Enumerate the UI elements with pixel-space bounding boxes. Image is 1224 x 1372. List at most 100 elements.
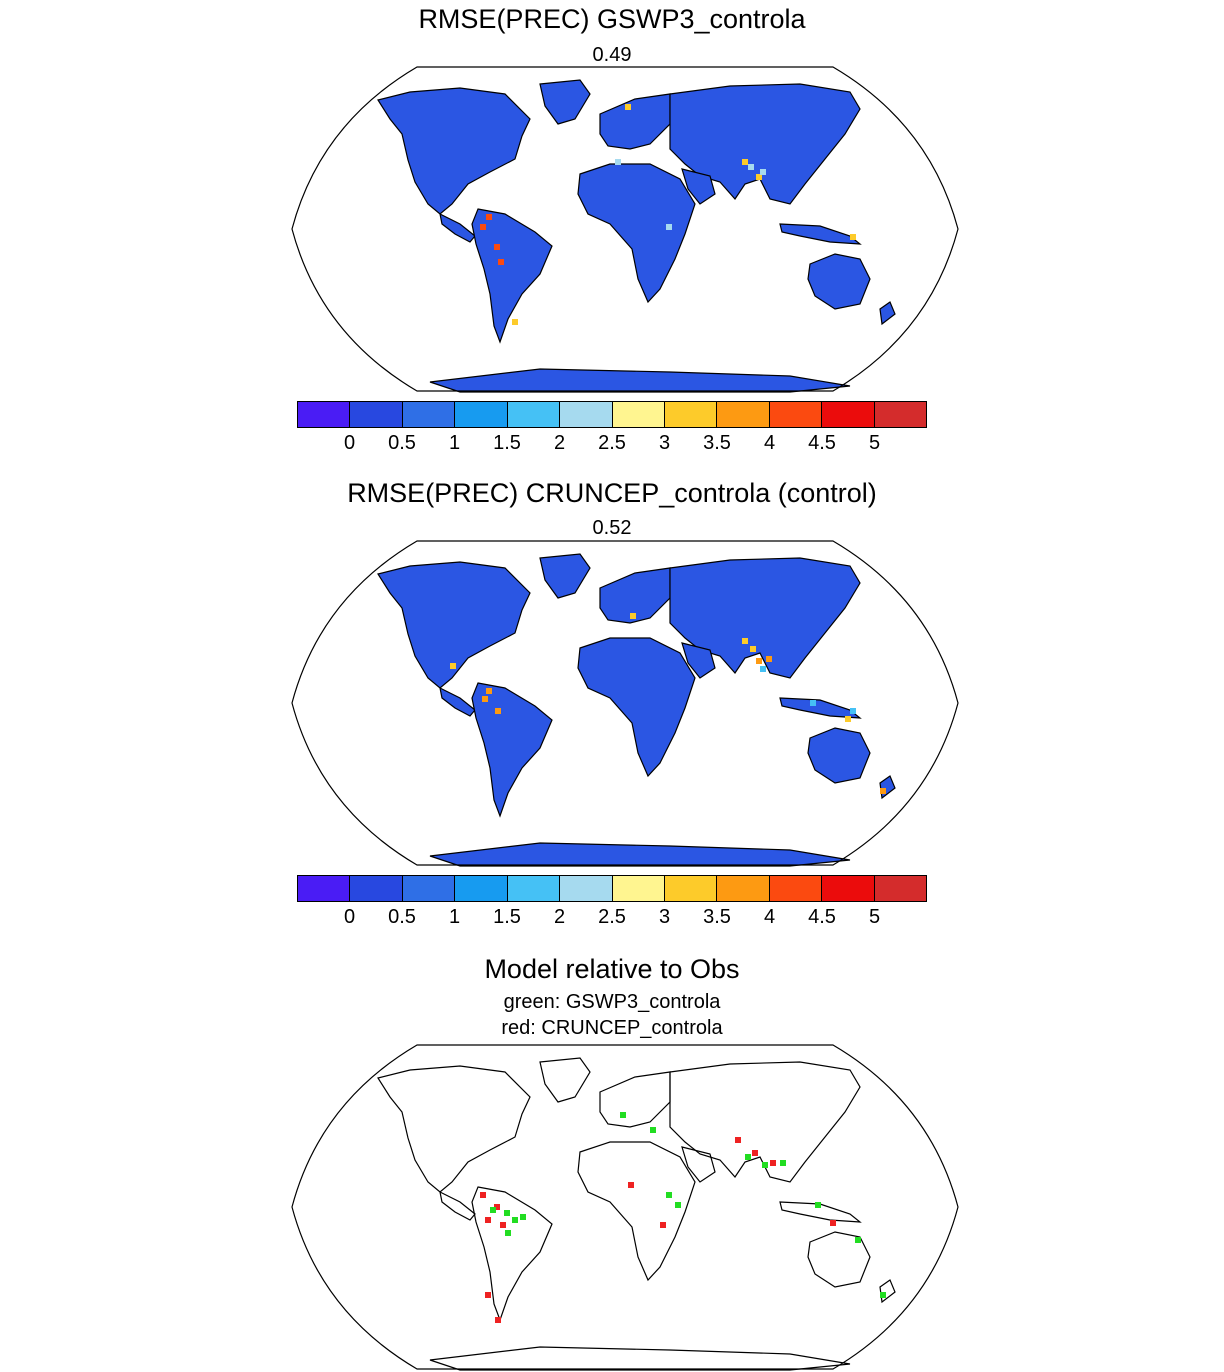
map-frame bbox=[291, 66, 959, 392]
continent-greenland bbox=[539, 553, 591, 599]
colorbar-box bbox=[402, 876, 456, 901]
grid-cell bbox=[880, 1292, 886, 1298]
grid-cell bbox=[810, 700, 816, 706]
continent-arabia bbox=[681, 1146, 716, 1183]
grid-cell bbox=[500, 1222, 506, 1228]
panel3-legend-green: green: GSWP3_controla bbox=[503, 991, 721, 1013]
grid-cell bbox=[815, 1202, 821, 1208]
grid-cell bbox=[760, 169, 766, 175]
continent-south-america bbox=[471, 208, 553, 344]
grid-cell bbox=[486, 214, 492, 220]
colorbar-box bbox=[822, 876, 875, 901]
colorbar-box bbox=[560, 402, 613, 427]
grid-cell bbox=[748, 164, 754, 170]
panel1-colorbar-labels: 0 0.5 1 1.5 2 2.5 3 3.5 4 4.5 5 bbox=[297, 432, 927, 456]
grid-cell bbox=[650, 1127, 656, 1133]
grid-cell bbox=[494, 244, 500, 250]
continent-africa bbox=[577, 637, 696, 778]
panel2-title: RMSE(PREC) CRUNCEP_controla (control) bbox=[347, 478, 877, 508]
colorbar-tick-label: 1.5 bbox=[493, 906, 521, 928]
colorbar-box bbox=[769, 402, 823, 427]
panel2-colorbar bbox=[297, 875, 927, 902]
grid-cell bbox=[850, 708, 856, 714]
grid-cell bbox=[495, 708, 501, 714]
colorbar-box bbox=[874, 402, 927, 427]
grid-cell bbox=[494, 1204, 500, 1210]
panel2-colorbar-labels: 0 0.5 1 1.5 2 2.5 3 3.5 4 4.5 5 bbox=[297, 906, 927, 930]
colorbar-box bbox=[455, 402, 508, 427]
continent-asia bbox=[669, 1061, 861, 1183]
grid-cell bbox=[880, 788, 886, 794]
panel3-legend-red: red: CRUNCEP_controla bbox=[501, 1017, 723, 1039]
continent-europe bbox=[599, 93, 671, 150]
colorbar-box bbox=[298, 402, 351, 427]
continent-new-zealand bbox=[879, 301, 896, 326]
continent-new-zealand bbox=[879, 775, 896, 800]
colorbar-tick-label: 4 bbox=[763, 906, 776, 928]
grid-cell bbox=[495, 1317, 501, 1323]
grid-cell bbox=[845, 716, 851, 722]
colorbar-tick-label: 5 bbox=[868, 432, 881, 454]
continent-antarctica bbox=[429, 842, 851, 867]
colorbar-tick-label: 2.5 bbox=[598, 906, 626, 928]
grid-cell bbox=[630, 613, 636, 619]
colorbar-tick-label: 2 bbox=[553, 432, 566, 454]
continent-arabia bbox=[681, 168, 716, 205]
grid-cell bbox=[480, 224, 486, 230]
grid-cell bbox=[660, 1222, 666, 1228]
grid-cell bbox=[625, 104, 631, 110]
colorbar-box bbox=[717, 402, 770, 427]
colorbar-box bbox=[402, 402, 456, 427]
colorbar-tick-label: 1 bbox=[448, 432, 461, 454]
continent-new-zealand bbox=[879, 1279, 896, 1304]
colorbar-tick-label: 0.5 bbox=[388, 906, 416, 928]
grid-cell bbox=[780, 1160, 786, 1166]
grid-cell bbox=[735, 1137, 741, 1143]
colorbar-tick-label: 0 bbox=[343, 906, 356, 928]
colorbar-tick-label: 3 bbox=[658, 432, 671, 454]
colorbar-box bbox=[822, 402, 875, 427]
grid-cell bbox=[770, 1160, 776, 1166]
colorbar-box bbox=[664, 402, 718, 427]
grid-cell bbox=[756, 658, 762, 664]
grid-cell bbox=[504, 1210, 510, 1216]
colorbar-box bbox=[769, 876, 823, 901]
colorbar-tick-label: 3 bbox=[658, 906, 671, 928]
colorbar-box bbox=[560, 876, 613, 901]
grid-cell bbox=[830, 1220, 836, 1226]
continent-australia bbox=[807, 253, 871, 310]
grid-cell bbox=[485, 1217, 491, 1223]
colorbar-box bbox=[298, 876, 351, 901]
grid-cell bbox=[512, 319, 518, 325]
panel1-title: RMSE(PREC) GSWP3_controla bbox=[418, 4, 806, 34]
continent-australia bbox=[807, 1231, 871, 1288]
colorbar-box bbox=[874, 876, 927, 901]
grid-cell bbox=[750, 646, 756, 652]
continent-indonesia bbox=[779, 1201, 862, 1223]
colorbar-tick-label: 1.5 bbox=[493, 432, 521, 454]
colorbar-box bbox=[664, 876, 718, 901]
grid-cell bbox=[520, 1214, 526, 1220]
grid-cell bbox=[628, 1182, 634, 1188]
map-frame bbox=[291, 1044, 959, 1370]
continent-central-america bbox=[439, 212, 476, 243]
continent-europe bbox=[599, 1071, 671, 1128]
continent-indonesia bbox=[779, 223, 862, 245]
grid-cell bbox=[745, 1154, 751, 1160]
grid-cell bbox=[742, 638, 748, 644]
continent-north-america bbox=[377, 87, 531, 215]
continent-north-america bbox=[377, 1065, 531, 1193]
grid-cell bbox=[766, 656, 772, 662]
grid-cell bbox=[450, 663, 456, 669]
grid-cell bbox=[620, 1112, 626, 1118]
panel1-global-value: 0.49 bbox=[592, 44, 632, 66]
colorbar-tick-label: 5 bbox=[868, 906, 881, 928]
continent-south-america bbox=[471, 1186, 553, 1322]
panel3-map-content bbox=[291, 1044, 959, 1371]
colorbar-box bbox=[612, 876, 665, 901]
continent-indonesia bbox=[779, 697, 862, 719]
grid-cell bbox=[486, 688, 492, 694]
continent-europe bbox=[599, 567, 671, 624]
grid-cell bbox=[756, 174, 762, 180]
colorbar-tick-label: 2 bbox=[553, 906, 566, 928]
